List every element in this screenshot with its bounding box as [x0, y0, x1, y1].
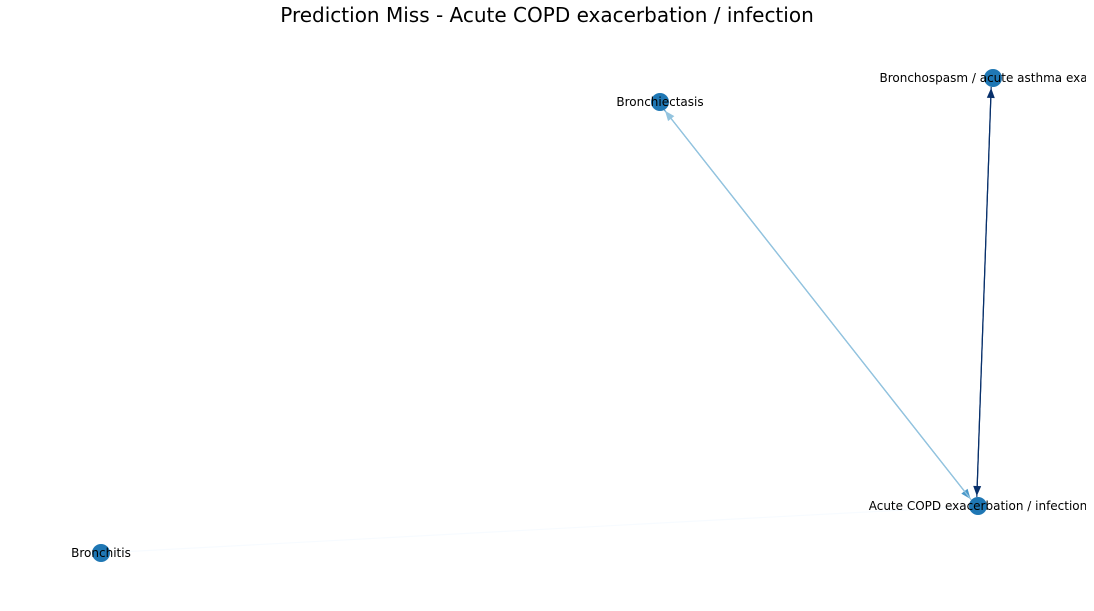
edge-arrowhead: [665, 110, 675, 122]
node-bronchitis: [92, 544, 110, 562]
node-label-bronchiectasis: Bronchiectasis: [616, 95, 703, 109]
edge-line: [668, 115, 972, 501]
node-copd: [969, 497, 987, 515]
node-label-copd: Acute COPD exacerbation / infection: [869, 499, 1088, 513]
edges-layer: [109, 86, 995, 554]
node-label-bronchitis: Bronchitis: [71, 546, 131, 560]
edge-bronchitis-to-copd: [109, 505, 969, 554]
edge-line: [109, 505, 969, 554]
nodes-layer: [92, 69, 1002, 562]
node-bronchiectasis: [651, 93, 669, 111]
labels-layer: Bronchiectasis Bronchospasm / acute asthm…: [71, 71, 1094, 560]
edge-copd-to-bronchiectasis: [665, 110, 972, 501]
edge-line: [976, 93, 992, 497]
edge-copd-to-bronchospasm: [976, 87, 995, 497]
node-bronchospasm: [984, 69, 1002, 87]
chart-title: Prediction Miss - Acute COPD exacerbatio…: [280, 3, 814, 27]
edge-arrowhead: [986, 87, 995, 99]
node-label-bronchospasm: Bronchospasm / acute asthma exacer: [879, 71, 1094, 85]
